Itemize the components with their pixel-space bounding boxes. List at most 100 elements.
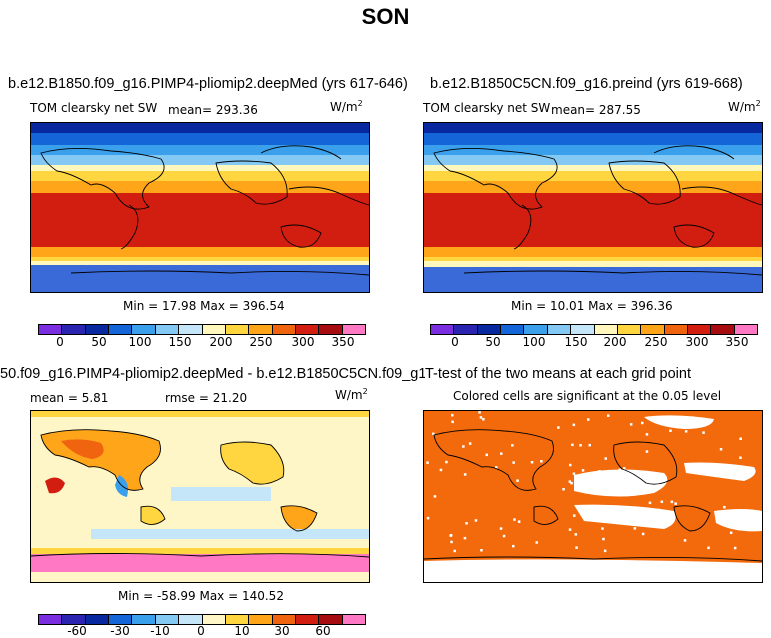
ttest-dot: [495, 466, 498, 469]
ttest-dot: [451, 420, 454, 424]
ttest-dot: [451, 413, 454, 417]
panel1-colorbar-swatch-9: [249, 325, 273, 334]
ttest-dot: [474, 519, 478, 522]
panel2-title: b.e12.B1850C5CN.f09_g16.preind (yrs 619-…: [430, 76, 743, 92]
ttest-dot: [426, 516, 430, 520]
ttest-dot: [573, 514, 576, 517]
panel1-coastlines: [40, 145, 369, 276]
panel1-tick-1: 50: [91, 335, 107, 349]
panel2-colorbar-swatch-12: [711, 325, 735, 334]
ttest-dot: [530, 461, 534, 464]
panel2-colorbar-swatch-3: [501, 325, 525, 334]
ttest-dot: [568, 480, 572, 483]
panel2-map: [423, 122, 763, 293]
panel3-title: 50.f09_g16.PIMP4-pliomip2.deepMed - b.e1…: [0, 366, 425, 382]
ttest-insignificant-regions: [424, 415, 762, 582]
ttest-dot: [633, 527, 637, 530]
ttest-dot: [513, 518, 516, 521]
panel3-colorbar-swatch-6: [179, 615, 203, 624]
band-n7: [31, 181, 369, 193]
ttest-dot: [588, 443, 591, 447]
ttest-dot: [572, 423, 576, 427]
panel1-colorbar-swatch-5: [155, 325, 180, 334]
ttest-dot: [617, 472, 620, 476]
ttest-dot: [618, 468, 621, 471]
ttest-dot: [588, 509, 591, 512]
panel1-colorbar-swatch-3: [109, 325, 133, 334]
ttest-dot: [645, 433, 649, 436]
ttest-dot: [607, 414, 610, 417]
panel1-tick-6: 300: [291, 335, 315, 349]
ttest-dot: [650, 514, 653, 517]
ttest-dot: [723, 505, 726, 509]
panel2-tick-4: 200: [603, 335, 627, 349]
panel3-tick-6: 60: [315, 624, 331, 638]
band-n1: [31, 123, 369, 133]
panel3-tick-0: -60: [67, 624, 87, 638]
ttest-dot: [500, 452, 503, 455]
ttest-dot: [568, 528, 572, 531]
diff-antarctic-edge: [31, 548, 369, 554]
panel2-variable-label: TOM clearsky net SW: [423, 101, 551, 115]
panel1-variable-label: TOM clearsky net SW: [30, 101, 158, 115]
band-n2: [424, 133, 762, 145]
diff-namerica: [220, 442, 284, 485]
panel2-tick-2: 100: [522, 335, 546, 349]
band-s4: [31, 265, 369, 292]
panel3-tick-4: 10: [234, 624, 250, 638]
ttest-dot: [575, 546, 578, 549]
ttest-dot: [702, 431, 705, 434]
panel1-colorbar-swatch-8: [225, 325, 250, 334]
ttest-dot: [729, 531, 733, 534]
ttest-dot: [569, 463, 572, 467]
ttest-dot: [465, 522, 468, 525]
ttest-dot: [535, 541, 538, 544]
ttest-dot: [641, 532, 645, 536]
panel2-colorbar-swatch-11: [687, 325, 712, 334]
ttest-white-dots: [426, 411, 742, 553]
panel2-colorbar-swatch-6: [571, 325, 595, 334]
ttest-dot: [463, 536, 467, 540]
diff-asia-hot: [61, 439, 104, 459]
panel2-colorbar-swatch-1: [454, 325, 478, 334]
panel2-map-svg: [424, 123, 762, 292]
band-n7: [424, 181, 762, 193]
panel3-colorbar-swatch-3: [109, 615, 133, 624]
panel4-coastlines: [424, 429, 762, 562]
ttest-dot: [449, 534, 452, 537]
panel2-tick-3: 150: [564, 335, 588, 349]
band-s3: [424, 261, 762, 267]
ttest-dot: [629, 423, 633, 426]
panel3-colorbar-swatch-8: [225, 615, 250, 624]
ttest-dot: [432, 432, 435, 436]
ttest-dot: [517, 520, 521, 523]
panel3-units: W/m2: [335, 387, 368, 402]
ttest-dot: [642, 480, 645, 484]
band-n5: [424, 165, 762, 171]
band-s3: [31, 261, 369, 265]
ttest-dot: [574, 533, 578, 536]
ttest-dot: [585, 489, 589, 492]
ttest-dot: [648, 501, 652, 505]
ttest-dot: [570, 481, 573, 485]
panel3-minmax: Min = -58.99 Max = 140.52: [118, 589, 284, 603]
panel3-colorbar-swatch-12: [319, 615, 343, 624]
ttest-dot: [439, 468, 443, 472]
panel1-mean-label: mean= 293.36: [168, 103, 258, 117]
ttest-dot: [604, 457, 607, 460]
panel2-colorbar-swatch-13: [734, 325, 758, 334]
ttest-dot: [572, 472, 576, 475]
ttest-dot: [482, 418, 485, 421]
panel3-colorbar-swatch-9: [249, 615, 273, 624]
ttest-dot: [433, 495, 437, 498]
panel3-colorbar-swatch-5: [155, 615, 180, 624]
ttest-dot: [641, 421, 644, 425]
ttest-dot: [450, 540, 453, 544]
panel3-colorbar: [38, 614, 366, 625]
ttest-dot: [733, 546, 737, 550]
panel2-tick-6: 300: [685, 335, 709, 349]
panel2-colorbar-swatch-0: [431, 325, 455, 334]
panel4-map-svg: [424, 411, 762, 582]
panel3-colorbar-swatch-0: [39, 615, 63, 624]
panel3-tick-1: -30: [110, 624, 130, 638]
